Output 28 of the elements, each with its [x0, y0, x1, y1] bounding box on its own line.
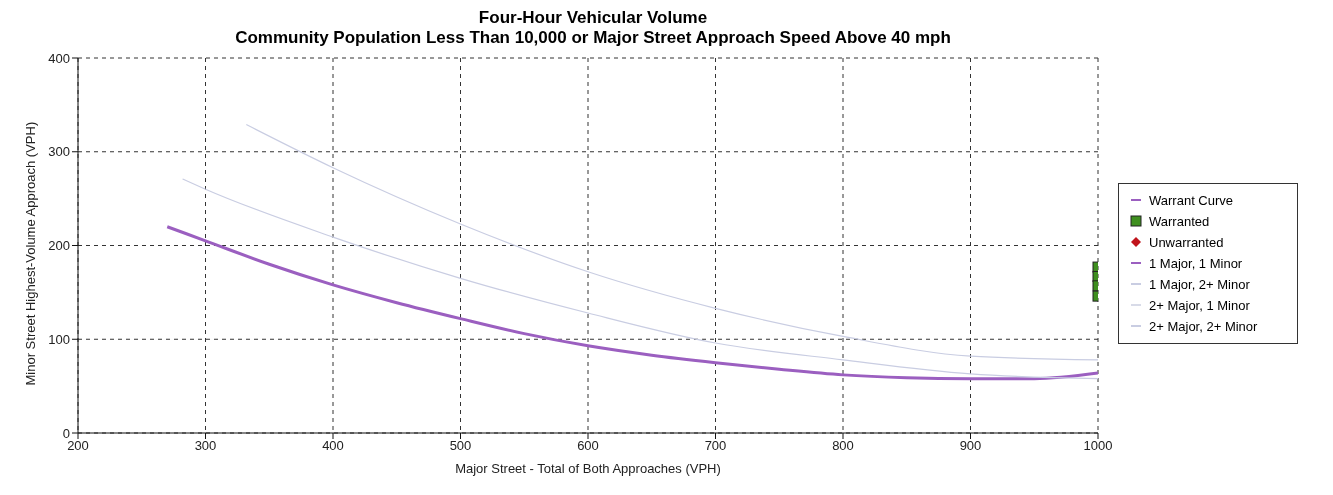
- x-tick-label: 600: [577, 438, 599, 454]
- legend-label: Unwarranted: [1149, 234, 1224, 250]
- line-series: [165, 225, 1098, 381]
- x-axis-title: Major Street - Total of Both Approaches (VPH): [455, 461, 721, 476]
- legend-label: Warrant Curve: [1149, 192, 1234, 208]
- legend-label: 2+ Major, 1 Minor: [1149, 297, 1250, 313]
- legend-label: 2+ Major, 2+ Minor: [1149, 318, 1258, 334]
- y-tick-label: 0: [62, 425, 70, 441]
- legend-label: Warranted: [1149, 213, 1210, 229]
- legend-label: 1 Major, 1 Minor: [1149, 255, 1243, 271]
- x-tick-label: 900: [959, 438, 982, 454]
- y-tick-label: 100: [48, 331, 70, 347]
- chart-subtitle: Community Population Less Than 10,000 or Major Street Approach Speed Above 40 mph: [234, 28, 952, 48]
- line-series: [181, 178, 1098, 380]
- line-series: [245, 123, 1098, 361]
- x-tick-label: 700: [704, 438, 727, 454]
- y-tick-label: 400: [48, 50, 70, 66]
- chart-title: Four-Hour Vehicular Volume: [477, 8, 709, 28]
- y-axis-title: Minor Street Highest-Volume Approach (VPH): [22, 121, 38, 386]
- legend-label: 1 Major, 2+ Minor: [1149, 276, 1250, 292]
- x-tick-label: 200: [67, 438, 89, 454]
- x-tick-label: 500: [449, 438, 472, 454]
- x-tick-label: 1000: [1083, 438, 1113, 454]
- x-tick-label: 400: [322, 438, 344, 454]
- y-tick-label: 300: [48, 144, 70, 160]
- x-tick-label: 300: [194, 438, 217, 454]
- x-tick-label: 800: [832, 438, 854, 454]
- y-tick-label: 200: [48, 238, 70, 254]
